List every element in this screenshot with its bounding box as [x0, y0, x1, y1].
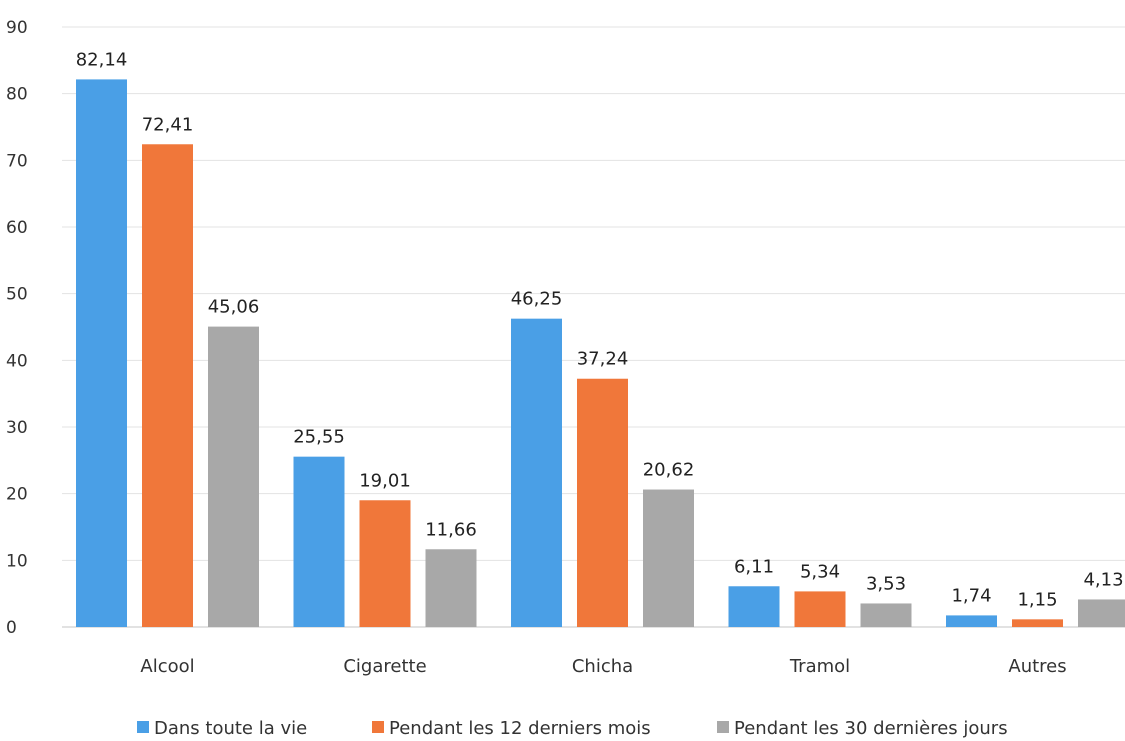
data-label: 6,11 [734, 556, 774, 577]
bar [728, 586, 780, 627]
legend-item: Pendant les 30 dernières jours [717, 718, 1008, 739]
y-tick-label: 30 [6, 418, 28, 438]
legend-item: Pendant les 12 derniers mois [372, 718, 651, 739]
y-tick-label: 0 [6, 618, 17, 638]
category-label: Chicha [572, 656, 633, 677]
data-label: 5,34 [800, 561, 840, 582]
legend-swatch [137, 721, 149, 733]
bar [794, 591, 846, 627]
bar [860, 603, 912, 627]
legend-label: Pendant les 30 dernières jours [734, 718, 1008, 739]
data-label: 20,62 [643, 460, 695, 481]
y-tick-label: 90 [6, 18, 28, 38]
legend-label: Dans toute la vie [154, 718, 307, 739]
bar [293, 456, 345, 627]
data-label: 3,53 [866, 573, 906, 594]
x-axis-categories: Alcool Cigarette Chicha Tramol Autres [140, 656, 1066, 677]
legend-label: Pendant les 12 derniers mois [389, 718, 651, 739]
bar [142, 144, 193, 627]
data-label: 25,55 [293, 427, 345, 448]
data-labels: 82,14 25,55 46,25 6,11 1,74 72,41 19,01 37,24 5,… [76, 49, 1124, 610]
y-tick-label: 10 [6, 551, 28, 571]
bars [76, 79, 1125, 627]
data-label: 37,24 [577, 349, 629, 370]
data-label: 19,01 [359, 470, 411, 491]
data-label: 4,13 [1083, 569, 1123, 590]
bar [577, 378, 628, 627]
category-label: Cigarette [343, 656, 426, 677]
bar [76, 79, 127, 627]
y-tick-label: 20 [6, 485, 28, 505]
data-label: 46,25 [511, 289, 563, 310]
y-axis-ticks: 0 10 20 30 40 50 60 70 80 90 [6, 18, 28, 638]
data-label: 45,06 [208, 297, 260, 318]
bar [946, 615, 997, 627]
legend-item: Dans toute la vie [137, 718, 307, 739]
category-label: Autres [1008, 656, 1066, 677]
bar [643, 489, 694, 627]
data-label: 1,74 [951, 585, 991, 606]
bar [208, 326, 259, 627]
bar [511, 318, 562, 627]
data-label: 1,15 [1017, 589, 1057, 610]
data-label: 11,66 [425, 519, 477, 540]
bar [425, 549, 477, 627]
legend-swatch [372, 721, 384, 733]
y-tick-label: 80 [6, 85, 28, 105]
data-label: 82,14 [76, 49, 128, 70]
data-label: 72,41 [142, 114, 194, 135]
bar [1078, 599, 1125, 627]
y-tick-label: 60 [6, 218, 28, 238]
bar [359, 500, 411, 627]
legend-swatch [717, 721, 729, 733]
legend: Dans toute la vie Pendant les 12 derniers… [137, 718, 1008, 739]
y-tick-label: 40 [6, 351, 28, 371]
y-tick-label: 70 [6, 151, 28, 171]
category-label: Tramol [789, 656, 850, 677]
y-tick-label: 50 [6, 285, 28, 305]
bar [1012, 619, 1063, 627]
category-label: Alcool [140, 656, 194, 677]
